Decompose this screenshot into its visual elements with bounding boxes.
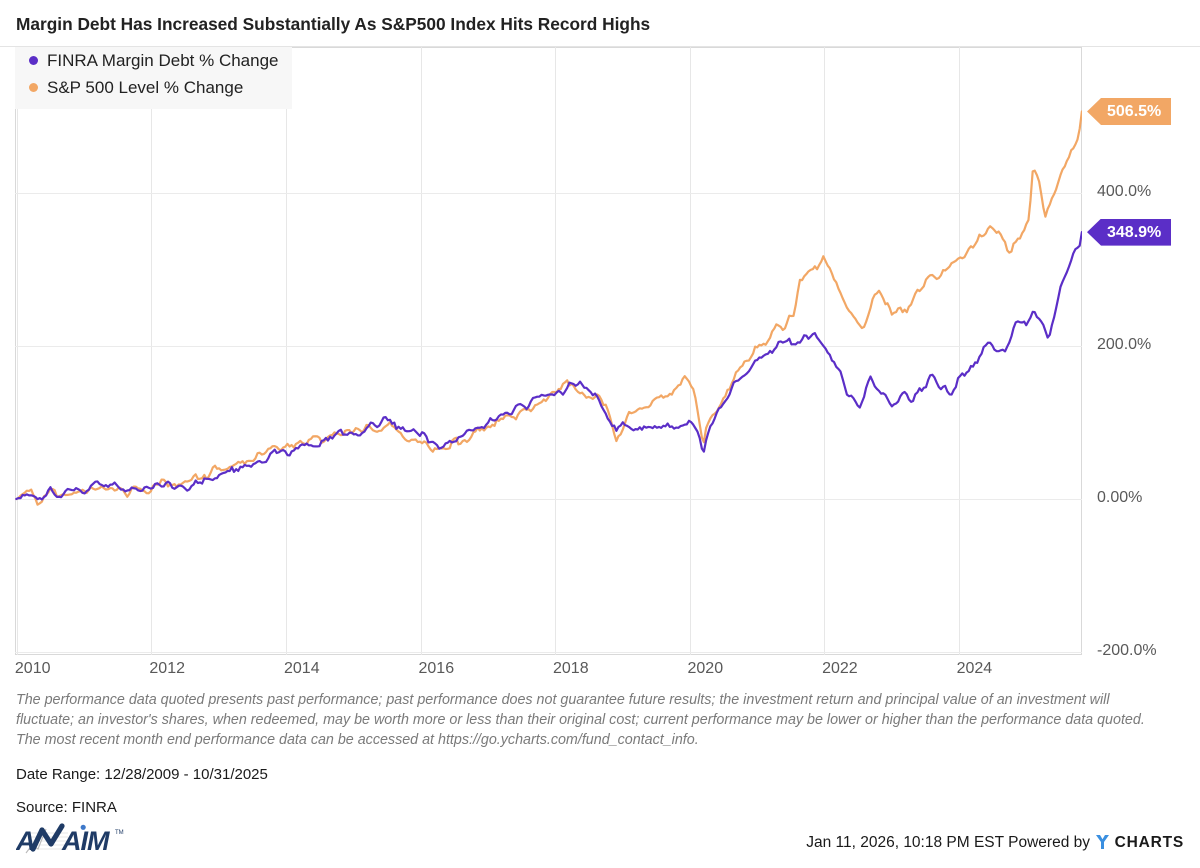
svg-text:AIM: AIM (61, 826, 110, 856)
svg-text:TM: TM (115, 830, 124, 836)
svg-text:A: A (16, 826, 35, 856)
